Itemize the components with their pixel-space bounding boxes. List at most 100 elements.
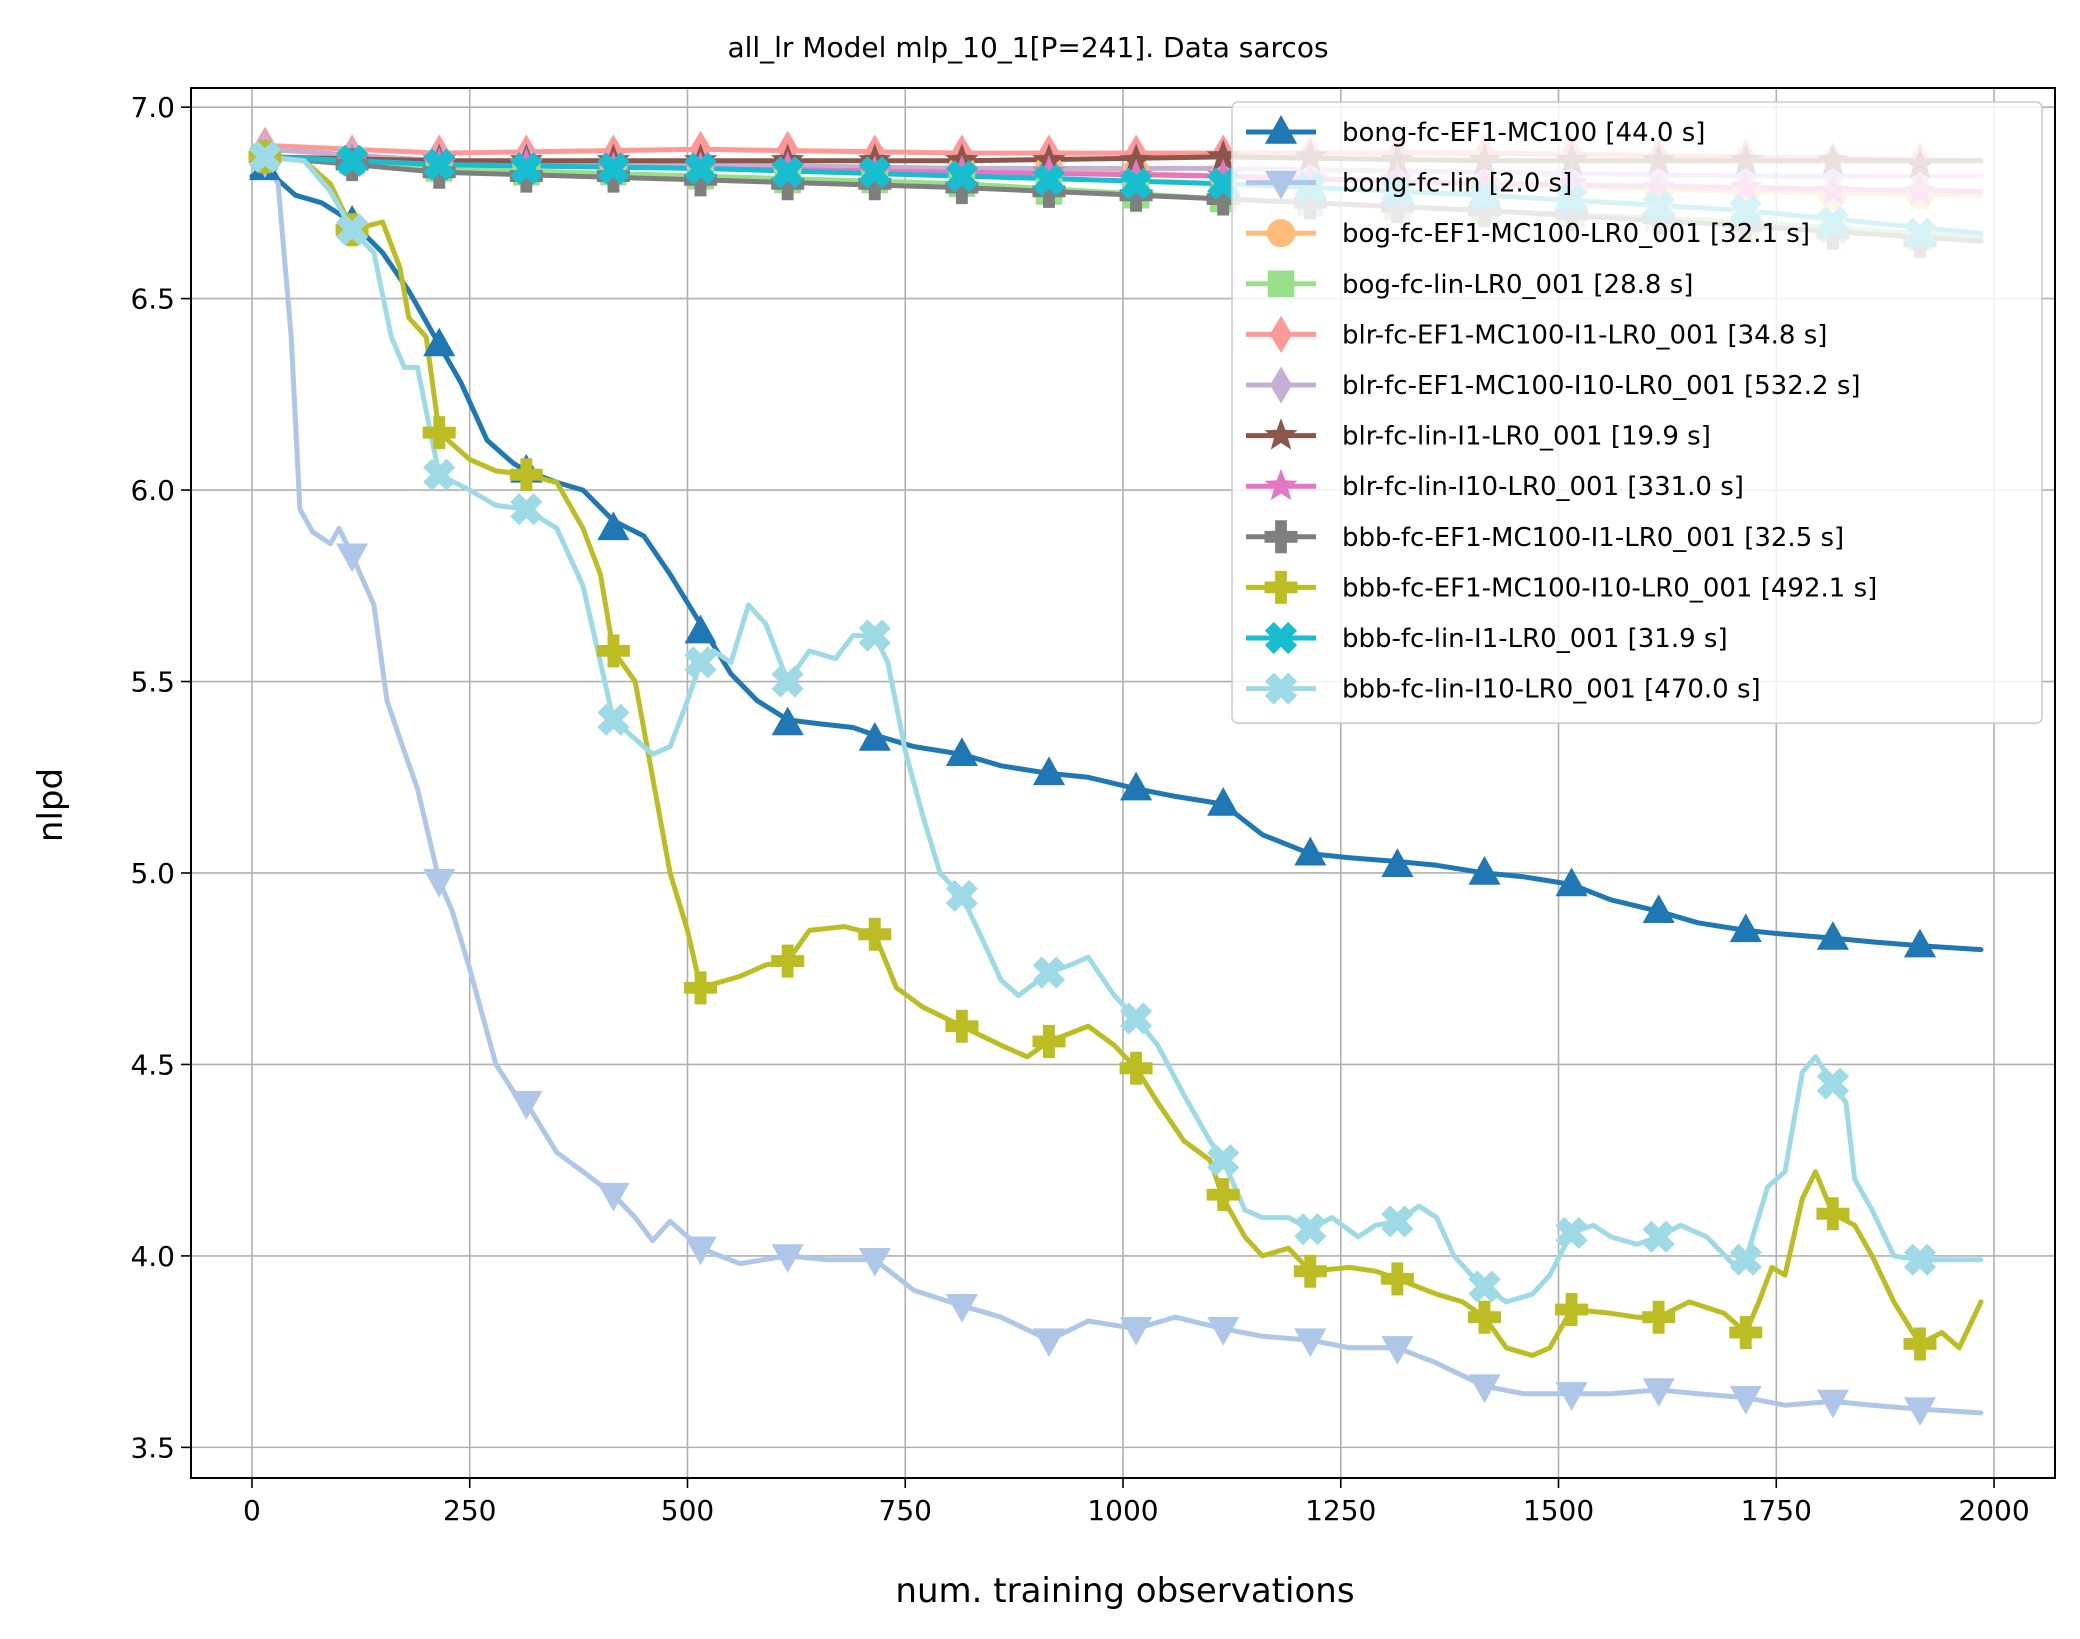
x-tick-label: 0 — [243, 1494, 261, 1527]
series-10-marker — [1119, 167, 1153, 200]
series-11-marker — [1381, 1205, 1414, 1238]
legend-label: bbb-fc-EF1-MC100-I10-LR0_001 [492.1 s] — [1342, 573, 1877, 603]
series-1-marker — [1816, 1389, 1849, 1419]
x-axis-label: num. training observations — [895, 1571, 1354, 1611]
legend-marker — [1270, 366, 1292, 404]
series-0-marker — [1903, 928, 1937, 958]
series-1-marker — [597, 1182, 630, 1212]
legend-label: bbb-fc-EF1-MC100-I1-LR0_001 [32.5 s] — [1342, 523, 1844, 553]
series-0-marker — [1729, 913, 1762, 943]
series-1-marker — [336, 543, 369, 573]
legend-marker — [1270, 315, 1292, 353]
series-0-marker — [858, 721, 891, 751]
series-0-marker — [423, 327, 456, 357]
series-9-marker — [509, 458, 543, 492]
series-9-marker — [596, 634, 630, 668]
series-0-marker — [1816, 921, 1849, 950]
series-10-marker — [336, 144, 369, 177]
series-9-marker — [422, 416, 456, 450]
series-0-marker — [1468, 855, 1501, 885]
x-tick-label: 2000 — [1958, 1494, 2029, 1527]
series-0-marker — [597, 511, 630, 541]
series-11-marker — [1903, 1243, 1937, 1276]
legend-marker — [1264, 520, 1298, 554]
series-9-marker — [1903, 1327, 1937, 1361]
y-tick-label: 5.0 — [130, 857, 175, 890]
series-1-marker — [1642, 1378, 1675, 1407]
series-line-0 — [249, 165, 1984, 953]
series-0-marker — [684, 614, 717, 644]
series-10-marker — [597, 152, 630, 185]
legend-marker — [1264, 114, 1298, 144]
legend-label: bbb-fc-lin-I10-LR0_001 [470.0 s] — [1342, 675, 1761, 705]
y-tick-label: 7.0 — [130, 91, 175, 124]
series-11-marker — [1032, 956, 1066, 989]
series-11-marker — [1642, 1220, 1675, 1253]
legend-label: blr-fc-lin-I10-LR0_001 [331.0 s] — [1342, 472, 1744, 502]
series-9-marker — [945, 1009, 979, 1043]
legend-marker — [1264, 570, 1298, 604]
series-1-marker — [1729, 1385, 1762, 1415]
legend-marker — [1266, 219, 1296, 248]
legend-label: bog-fc-lin-LR0_001 [28.8 s] — [1342, 270, 1693, 300]
series-9-marker — [771, 944, 805, 978]
series-1-marker — [945, 1294, 978, 1323]
series-11-marker — [858, 619, 891, 652]
series-1-marker — [1903, 1397, 1937, 1427]
series-10-marker — [945, 159, 978, 193]
legend-marker — [1264, 621, 1298, 655]
series-10-marker — [771, 156, 804, 189]
legend-marker — [1264, 672, 1298, 705]
legend: bong-fc-EF1-MC100 [44.0 s] bong-fc-lin [2… — [1231, 101, 2043, 725]
y-tick-label: 6.5 — [130, 283, 175, 316]
series-9-marker — [1642, 1300, 1676, 1334]
x-tick-label: 500 — [661, 1494, 714, 1527]
series-9-marker — [1032, 1025, 1066, 1058]
series-9-marker — [1293, 1254, 1327, 1288]
series-1-marker — [684, 1236, 717, 1266]
series-9-marker — [1468, 1300, 1501, 1334]
series-9-marker — [1555, 1293, 1589, 1326]
series-11-marker — [1468, 1270, 1501, 1303]
y-tick-label: 3.5 — [130, 1431, 175, 1464]
series-line-11 — [249, 154, 1984, 1305]
series-1-marker — [1207, 1317, 1240, 1346]
y-tick-label: 6.0 — [130, 474, 175, 507]
series-11-marker — [597, 703, 630, 736]
x-tick-label: 250 — [443, 1494, 496, 1527]
legend-marker — [1264, 468, 1298, 501]
x-tick-label: 1000 — [1087, 1494, 1158, 1527]
series-9-marker — [1119, 1051, 1153, 1085]
series-1-marker — [771, 1244, 804, 1273]
series-1-marker — [1294, 1328, 1327, 1358]
legend-label: blr-fc-EF1-MC100-I1-LR0_001 [34.8 s] — [1342, 320, 1827, 350]
y-tick-label: 4.5 — [130, 1048, 175, 1081]
chart-title: all_lr Model mlp_10_1[P=241]. Data sarco… — [727, 31, 1328, 64]
legend-marker — [1264, 170, 1298, 200]
y-axis-label: nlpd — [31, 768, 71, 842]
legend-marker — [1267, 270, 1295, 298]
legend-label: blr-fc-lin-I1-LR0_001 [19.9 s] — [1342, 422, 1711, 452]
series-10-marker — [423, 148, 456, 181]
y-tick-label: 5.5 — [130, 666, 175, 699]
legend-label: bog-fc-EF1-MC100-LR0_001 [32.1 s] — [1342, 219, 1810, 249]
series-11-marker — [1207, 1144, 1240, 1177]
series-0-marker — [1207, 787, 1240, 816]
legend-label: bbb-fc-lin-I1-LR0_001 [31.9 s] — [1342, 624, 1728, 654]
series-0-marker — [1032, 756, 1066, 786]
series-0-marker — [1642, 894, 1675, 923]
series-11-marker — [1816, 1067, 1850, 1100]
series-1-marker — [510, 1091, 543, 1120]
series-10-marker — [684, 152, 717, 185]
series-11-marker — [945, 879, 978, 913]
y-tick-label: 4.0 — [130, 1240, 175, 1273]
series-0-marker — [1294, 836, 1327, 866]
axis-ticks: 0 250 500 750 1000 1250 1500 1750 2000 3.5 4.0 4.5 5… — [130, 91, 2029, 1527]
legend-label: bong-fc-EF1-MC100 [44.0 s] — [1342, 118, 1705, 148]
series-9-marker — [684, 971, 718, 1005]
series-1-marker — [858, 1248, 891, 1277]
series-9-marker — [1206, 1178, 1240, 1212]
series-1-marker — [423, 868, 456, 898]
series-0-marker — [1555, 867, 1588, 897]
